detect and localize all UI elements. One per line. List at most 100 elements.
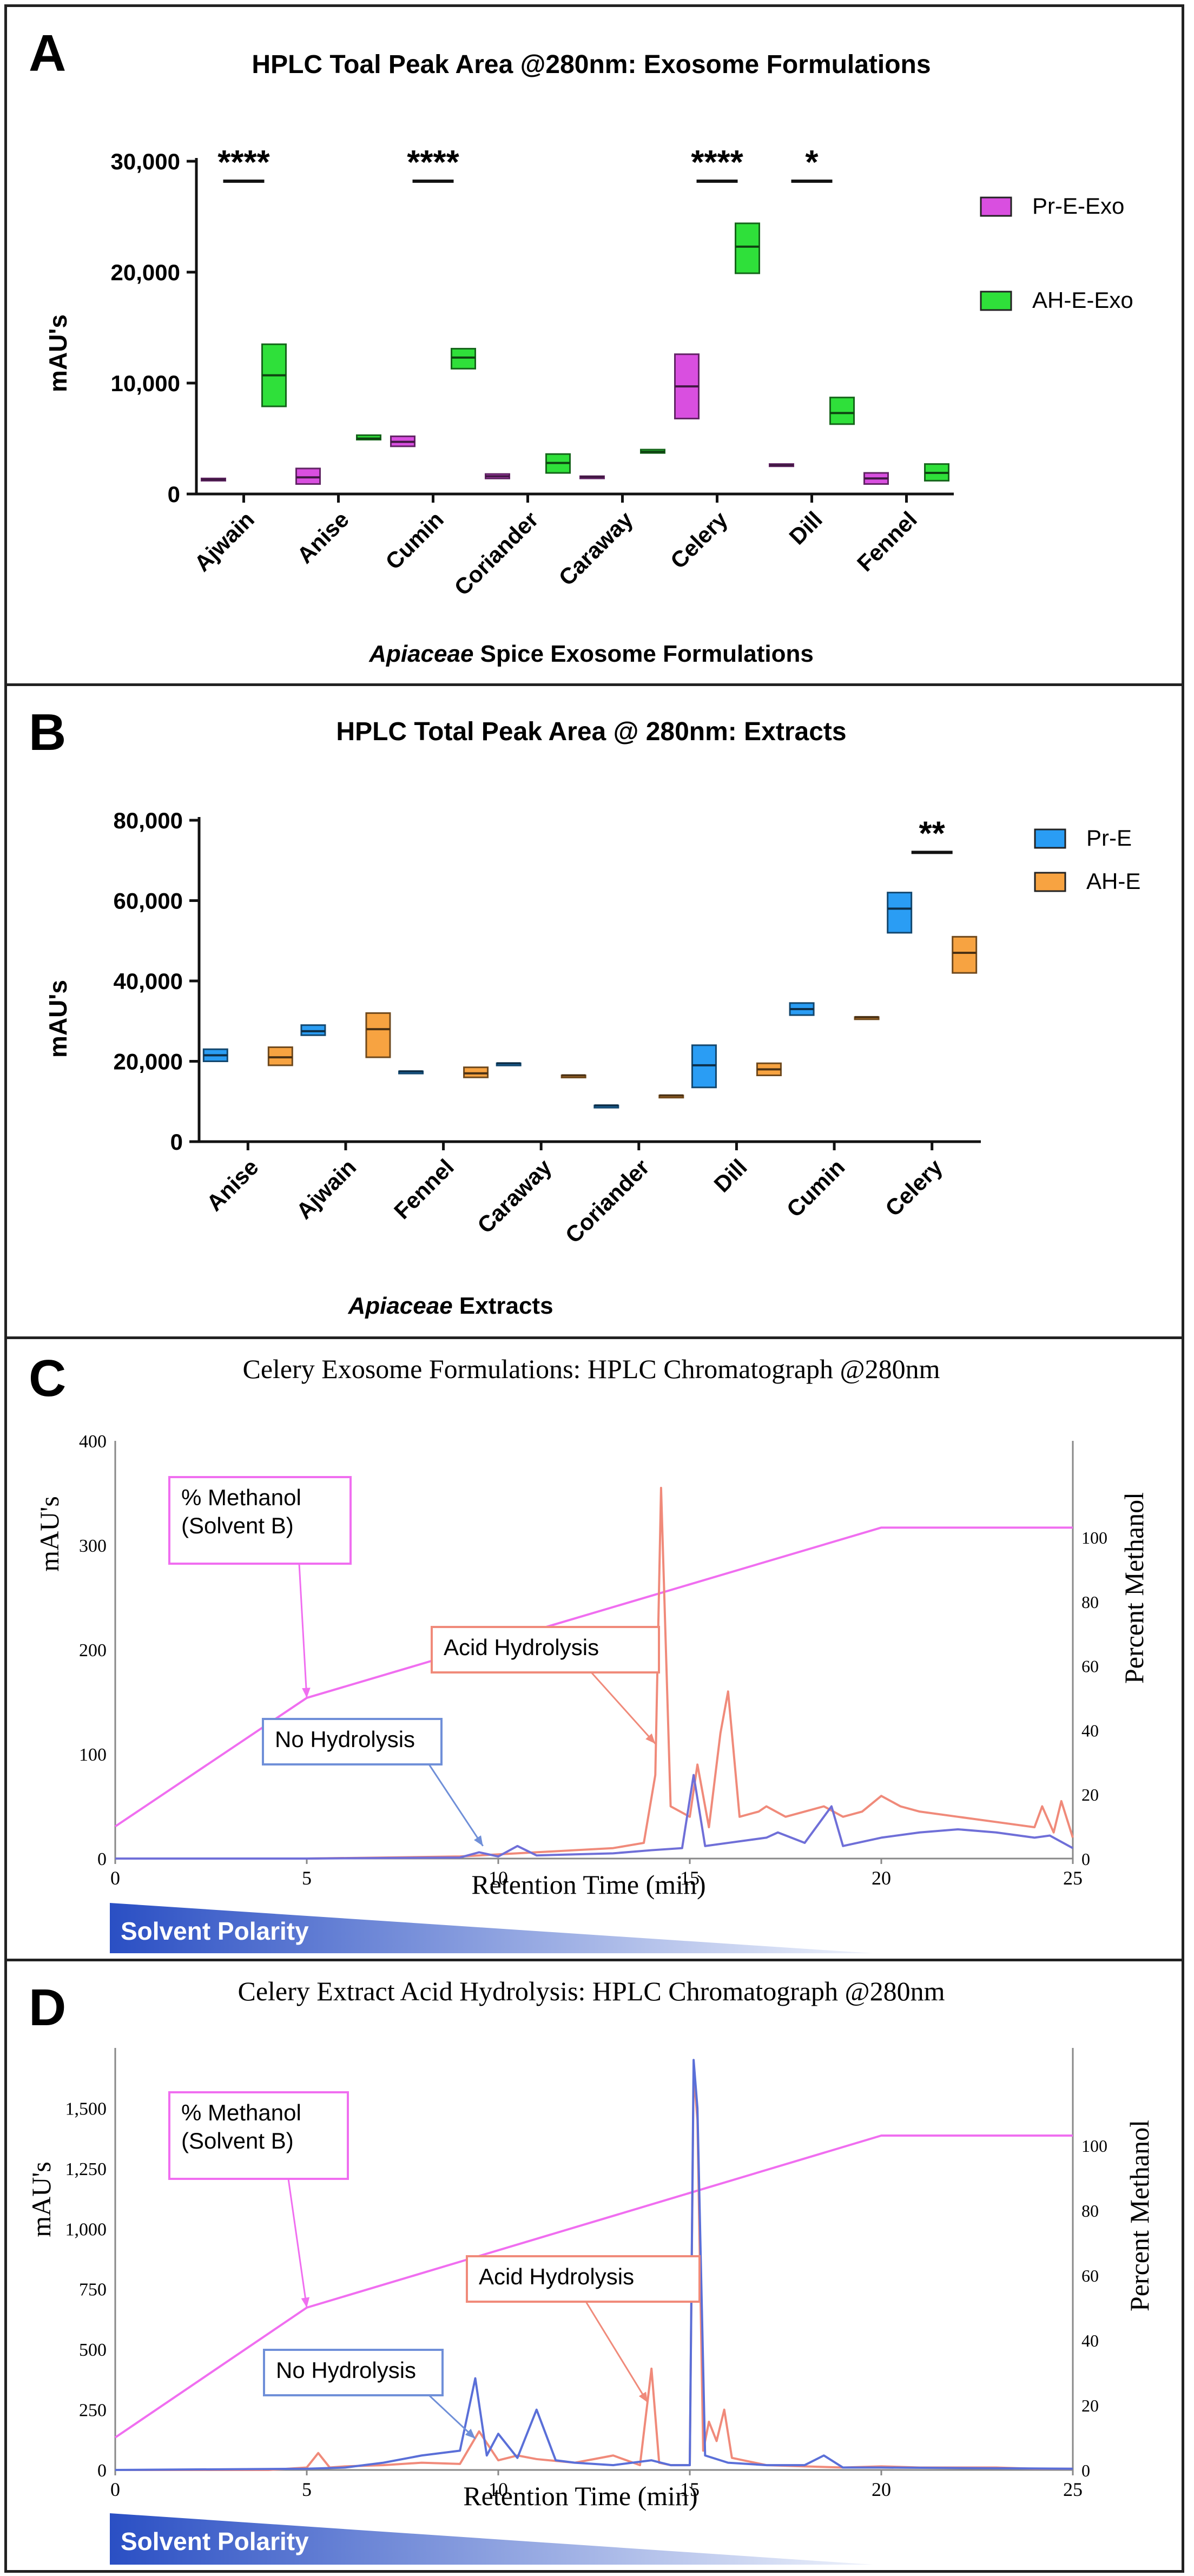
significance-label-celery: **** — [691, 144, 743, 181]
x-tick-label-anise: Anise — [292, 506, 354, 568]
y-axis-label: mAU's — [34, 1496, 64, 1572]
y-tick-label: 20,000 — [114, 1049, 183, 1075]
annotation-box-methanol — [168, 1476, 352, 1565]
panel-letter-a: A — [29, 24, 66, 82]
annotation-arrow-no-hydrolysis — [428, 2394, 476, 2440]
significance-label-dill: * — [805, 144, 819, 181]
annotation-text-no-hydrolysis: No Hydrolysis — [276, 2357, 416, 2383]
box-ah-e-exo-dill — [829, 397, 855, 425]
y-tick-label: 500 — [79, 2340, 107, 2360]
panel-b-svg: B HPLC Total Peak Area @ 280nm: Extracts… — [29, 703, 1140, 1319]
annotation-arrowhead-no-hydrolysis — [465, 2428, 476, 2439]
x-tick-label: 5 — [302, 1867, 312, 1889]
y-tick-label: 10,000 — [111, 371, 180, 396]
annotation-text-acid-hydrolysis: Acid Hydrolysis — [479, 2264, 634, 2289]
chart-title: Celery Exosome Formulations: HPLC Chroma… — [243, 1354, 940, 1384]
annotation-arrowhead-acid-hydrolysis — [645, 1733, 656, 1744]
annotation-arrowhead-methanol — [302, 1688, 311, 1698]
y-tick-label: 40,000 — [114, 969, 183, 994]
y2-tick-label: 60 — [1081, 1657, 1099, 1676]
panel-c: C Celery Exosome Formulations: HPLC Chro… — [4, 1336, 1184, 1961]
annotation-box-acid-hydrolysis — [431, 1626, 660, 1674]
y2-tick-label: 80 — [1081, 1592, 1099, 1612]
y-tick-label: 100 — [79, 1745, 107, 1765]
annotation-text-methanol: (Solvent B) — [181, 2128, 294, 2153]
annotation-text-acid-hydrolysis: Acid Hydrolysis — [444, 1635, 599, 1660]
box-ah-e-exo-cumin — [451, 347, 476, 370]
series-line-methanol-solvent-b — [114, 1526, 1073, 1828]
y2-tick-label: 20 — [1081, 2396, 1099, 2415]
polarity-label: Solvent Polarity — [121, 2527, 309, 2555]
x-tick-label: 5 — [302, 2479, 312, 2500]
series-line-methanol-solvent-b — [114, 2134, 1073, 2439]
chart-title: Celery Extract Acid Hydrolysis: HPLC Chr… — [238, 1976, 945, 2006]
polarity-gradient-shape — [110, 1903, 873, 1953]
panel-d-svg: D Celery Extract Acid Hydrolysis: HPLC C… — [26, 1976, 1155, 2565]
x-tick-label: 20 — [872, 1867, 891, 1889]
x-tick-label-fennel: Fennel — [852, 506, 922, 576]
box-ah-e-ajwain — [365, 1012, 391, 1058]
annotation-box-methanol — [168, 2091, 349, 2180]
y-tick-label: 1,000 — [65, 2219, 107, 2239]
panel-letter-b: B — [29, 703, 66, 761]
annotation-arrowhead-no-hydrolysis — [474, 1835, 483, 1846]
panel-letter-c: C — [29, 1349, 66, 1407]
y-tick-label: 20,000 — [111, 260, 180, 285]
plot-area: 0 250 500 750 1,000 1,250 1,500 0 20 40 60 80 100 0 5 1… — [65, 2048, 1107, 2500]
x-tick-label: 20 — [872, 2479, 891, 2500]
chart-title: HPLC Toal Peak Area @280nm: Exosome Form… — [252, 50, 931, 79]
series-line-no-hydrolysis — [115, 2059, 1073, 2471]
legend-swatch-pr-e — [1034, 828, 1066, 849]
annotation-text-methanol: % Methanol — [181, 1485, 301, 1510]
y-tick-label: 400 — [79, 1432, 107, 1452]
significance-label-celery: ** — [919, 815, 946, 852]
chart-title: HPLC Total Peak Area @ 280nm: Extracts — [336, 717, 846, 746]
y2-tick-label: 0 — [1081, 2461, 1090, 2480]
y-tick-label: 750 — [79, 2280, 107, 2300]
x-tick-label: 25 — [1063, 2479, 1083, 2500]
x-tick-label-dill: Dill — [709, 1154, 751, 1197]
polarity-label: Solvent Polarity — [121, 1917, 309, 1945]
annotation-text-methanol: (Solvent B) — [181, 1513, 294, 1538]
box-ah-e-exo-celery — [735, 222, 760, 274]
annotation-arrow-methanol — [298, 1563, 308, 1698]
y-tick-label: 200 — [79, 1641, 107, 1661]
y-axis-label: mAU's — [26, 2162, 56, 2237]
y2-axis-label: Percent Methanol — [1124, 2120, 1155, 2311]
annotation-text-no-hydrolysis: No Hydrolysis — [275, 1727, 415, 1752]
y2-tick-label: 40 — [1081, 2331, 1099, 2350]
panel-a-svg: A HPLC Toal Peak Area @280nm: Exosome Fo… — [29, 24, 1133, 667]
panel-c-svg: C Celery Exosome Formulations: HPLC Chro… — [29, 1349, 1149, 1953]
annotation-box-acid-hydrolysis — [466, 2255, 701, 2303]
annotation-arrow-acid-hydrolysis — [585, 2301, 649, 2403]
plot-area: 0 10,000 20,000 30,000 Ajwain Anise Cumin Coria… — [111, 144, 954, 601]
legend: Pr-E AH-E — [1034, 825, 1140, 894]
panel-d: D Celery Extract Acid Hydrolysis: HPLC C… — [4, 1959, 1184, 2573]
x-tick-label-ajwain: Ajwain — [189, 506, 259, 576]
y2-tick-label: 40 — [1081, 1721, 1099, 1740]
legend-label-ah-e: AH-E — [1086, 868, 1140, 894]
x-tick-label-dill: Dill — [784, 506, 827, 549]
legend-label-pr-e-exo: Pr-E-Exo — [1032, 193, 1124, 219]
series-line-no-hydrolysis — [115, 1774, 1073, 1860]
plot-area: 0 20,000 40,000 60,000 80,000 Anise Ajwain Fenn… — [114, 808, 981, 1248]
y2-tick-label: 0 — [1081, 1849, 1090, 1869]
annotation-arrowhead-methanol — [301, 2297, 310, 2308]
annotation-arrow-no-hydrolysis — [428, 1764, 484, 1847]
x-tick-label: 15 — [680, 2479, 700, 2500]
x-tick-label-caraway: Caraway — [472, 1154, 557, 1238]
y2-tick-label: 100 — [1081, 1528, 1107, 1547]
legend-swatch-ah-e-exo — [980, 291, 1012, 311]
x-axis-label: Apiaceae Spice Exosome Formulations — [368, 641, 814, 667]
x-tick-label-coriander: Coriander — [449, 506, 543, 601]
y2-tick-label: 80 — [1081, 2201, 1099, 2221]
y2-axis-label: Percent Methanol — [1119, 1492, 1149, 1684]
plot-area: 0 100 200 300 400 0 20 40 60 80 100 0 5 10 15 20 25 % Met… — [79, 1432, 1107, 1889]
y-tick-label: 0 — [170, 1129, 183, 1155]
y-tick-label: 1,500 — [65, 2099, 107, 2119]
box-ah-e-celery — [952, 935, 978, 974]
annotation-arrowhead-acid-hydrolysis — [638, 2391, 648, 2403]
panel-a: A HPLC Toal Peak Area @280nm: Exosome Fo… — [4, 4, 1184, 686]
x-tick-label-ajwain: Ajwain — [291, 1154, 361, 1224]
